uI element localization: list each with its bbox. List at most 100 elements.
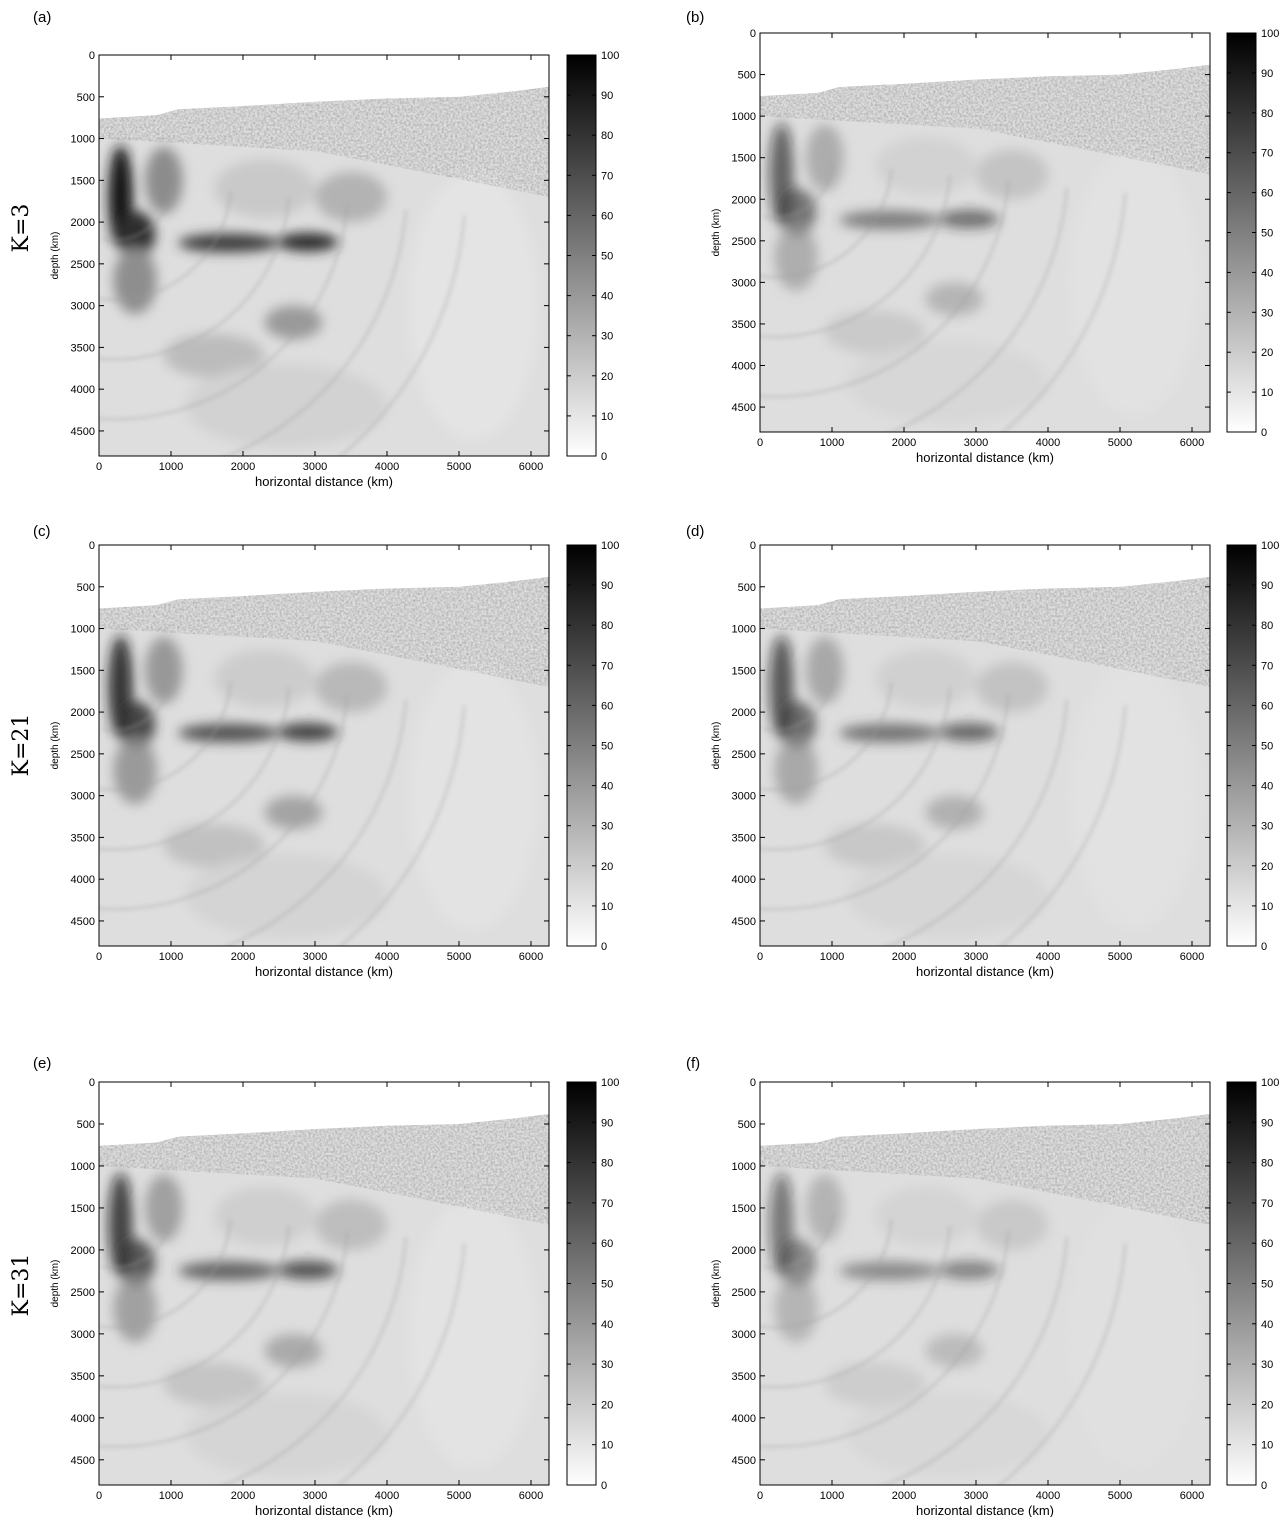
y-axis-label: depth (km) [711,209,722,257]
x-tick-label: 3000 [964,1490,988,1502]
colorbar-tick-label: 10 [601,901,613,913]
y-tick-label: 4500 [71,426,95,438]
colorbar-tick-label: 50 [601,741,613,753]
colorbar-tick-label: 100 [601,50,619,62]
colorbar-tick-label: 70 [601,660,613,672]
x-tick-label: 3000 [964,437,988,449]
colorbar-tick-label: 60 [601,700,613,712]
colorbar-tick-label: 30 [601,1359,613,1371]
heatmap-image [760,545,1210,946]
plot-frame [98,1081,550,1486]
y-tick-label: 3500 [71,832,95,844]
y-tick-label: 3000 [732,791,756,803]
heatmap-image [760,33,1210,432]
colorbar-tick-label: 50 [601,1279,613,1291]
colorbar-tick-label: 80 [601,1158,613,1170]
y-tick-label: 3500 [71,1371,95,1383]
x-axis-label: horizontal distance (km) [916,1503,1054,1517]
x-tick-label: 5000 [447,1490,471,1502]
colorbar-gradient [1226,32,1257,433]
x-tick-label: 3000 [303,1490,327,1502]
colorbar-tick-label: 80 [1261,1158,1273,1170]
colorbar-tick-label: 30 [1261,1359,1273,1371]
colorbar-tick-label: 40 [1261,267,1273,279]
x-tick-label: 5000 [447,951,471,963]
x-axis-label: horizontal distance (km) [255,474,393,489]
colorbar-tick-label: 80 [1261,108,1273,120]
y-tick-label: 2000 [71,1245,95,1257]
colorbar-tick-label: 30 [1261,307,1273,319]
x-tick-label: 1000 [159,951,183,963]
y-tick-label: 2000 [732,194,756,206]
x-tick-label: 2000 [892,1490,916,1502]
y-tick-label: 4000 [71,874,95,886]
y-tick-label: 3500 [732,319,756,331]
y-tick-label: 2500 [732,749,756,761]
x-tick-label: 6000 [519,1490,543,1502]
y-tick-label: 4500 [71,916,95,928]
y-tick-label: 1500 [732,1203,756,1215]
colorbar-tick-label: 70 [601,170,613,182]
panel-label: (a) [33,9,51,26]
y-tick-label: 3500 [732,1371,756,1383]
x-tick-label: 2000 [892,951,916,963]
x-tick-label: 3000 [303,461,327,473]
x-tick-label: 5000 [1108,951,1132,963]
colorbar-tick-label: 0 [601,451,607,463]
colorbar-tick-label: 40 [601,781,613,793]
y-tick-label: 2500 [732,236,756,248]
colorbar-tick-label: 20 [601,861,613,873]
colorbar-tick-label: 90 [601,90,613,102]
colorbar-tick-label: 60 [601,210,613,222]
colorbar-tick-label: 80 [1261,620,1273,632]
y-tick-label: 2000 [71,217,95,229]
y-tick-label: 4500 [732,1455,756,1467]
y-tick-label: 2000 [71,707,95,719]
colorbar-tick-label: 10 [601,1440,613,1452]
row-label: K=31 [9,1254,34,1317]
colorbar-tick-label: 30 [601,331,613,343]
y-tick-label: 0 [750,1077,756,1089]
colorbar: 0 10 20 30 40 50 60 70 80 90 100 [1226,28,1279,439]
colorbar-tick-label: 20 [1261,347,1273,359]
colorbar-tick-label: 10 [1261,387,1273,399]
x-tick-label: 4000 [1036,1490,1060,1502]
colorbar: 0 10 20 30 40 50 60 70 80 90 100 [1226,1077,1279,1492]
colorbar-tick-label: 70 [1261,660,1273,672]
colorbar-tick-label: 30 [601,821,613,833]
panel-e: (e)0 1000 2000 3000 4000 5000 6000050010001500… [33,1055,619,1517]
y-axis-label: depth (km) [50,1260,61,1308]
x-tick-label: 2000 [892,437,916,449]
colorbar-tick-label: 40 [601,291,613,303]
x-tick-label: 6000 [519,951,543,963]
colorbar-tick-label: 40 [1261,1319,1273,1331]
colorbar-tick-label: 10 [601,411,613,423]
y-axis-label: depth (km) [50,232,61,280]
y-tick-label: 1000 [732,111,756,123]
y-tick-label: 3500 [71,342,95,354]
plot-frame [98,54,550,457]
colorbar-tick-label: 100 [1261,540,1279,552]
y-tick-label: 4500 [732,916,756,928]
x-tick-label: 0 [757,951,763,963]
x-tick-label: 4000 [1036,951,1060,963]
y-tick-label: 2000 [732,1245,756,1257]
y-tick-label: 4000 [71,1413,95,1425]
colorbar-gradient [566,544,597,947]
x-tick-label: 6000 [1180,951,1204,963]
colorbar-tick-label: 90 [1261,68,1273,80]
x-tick-label: 2000 [231,951,255,963]
heatmap-image [760,1082,1210,1485]
colorbar-tick-label: 20 [1261,1399,1273,1411]
panel-label: (f) [686,1055,700,1072]
x-tick-label: 1000 [820,437,844,449]
y-tick-label: 4000 [71,384,95,396]
panel-label: (d) [686,523,704,540]
plot-frame [98,544,550,947]
y-tick-label: 3000 [71,1329,95,1341]
colorbar-tick-label: 10 [1261,901,1273,913]
colorbar-tick-label: 0 [601,1480,607,1492]
colorbar-tick-label: 90 [1261,580,1273,592]
x-tick-label: 4000 [1036,437,1060,449]
x-tick-label: 5000 [1108,1490,1132,1502]
